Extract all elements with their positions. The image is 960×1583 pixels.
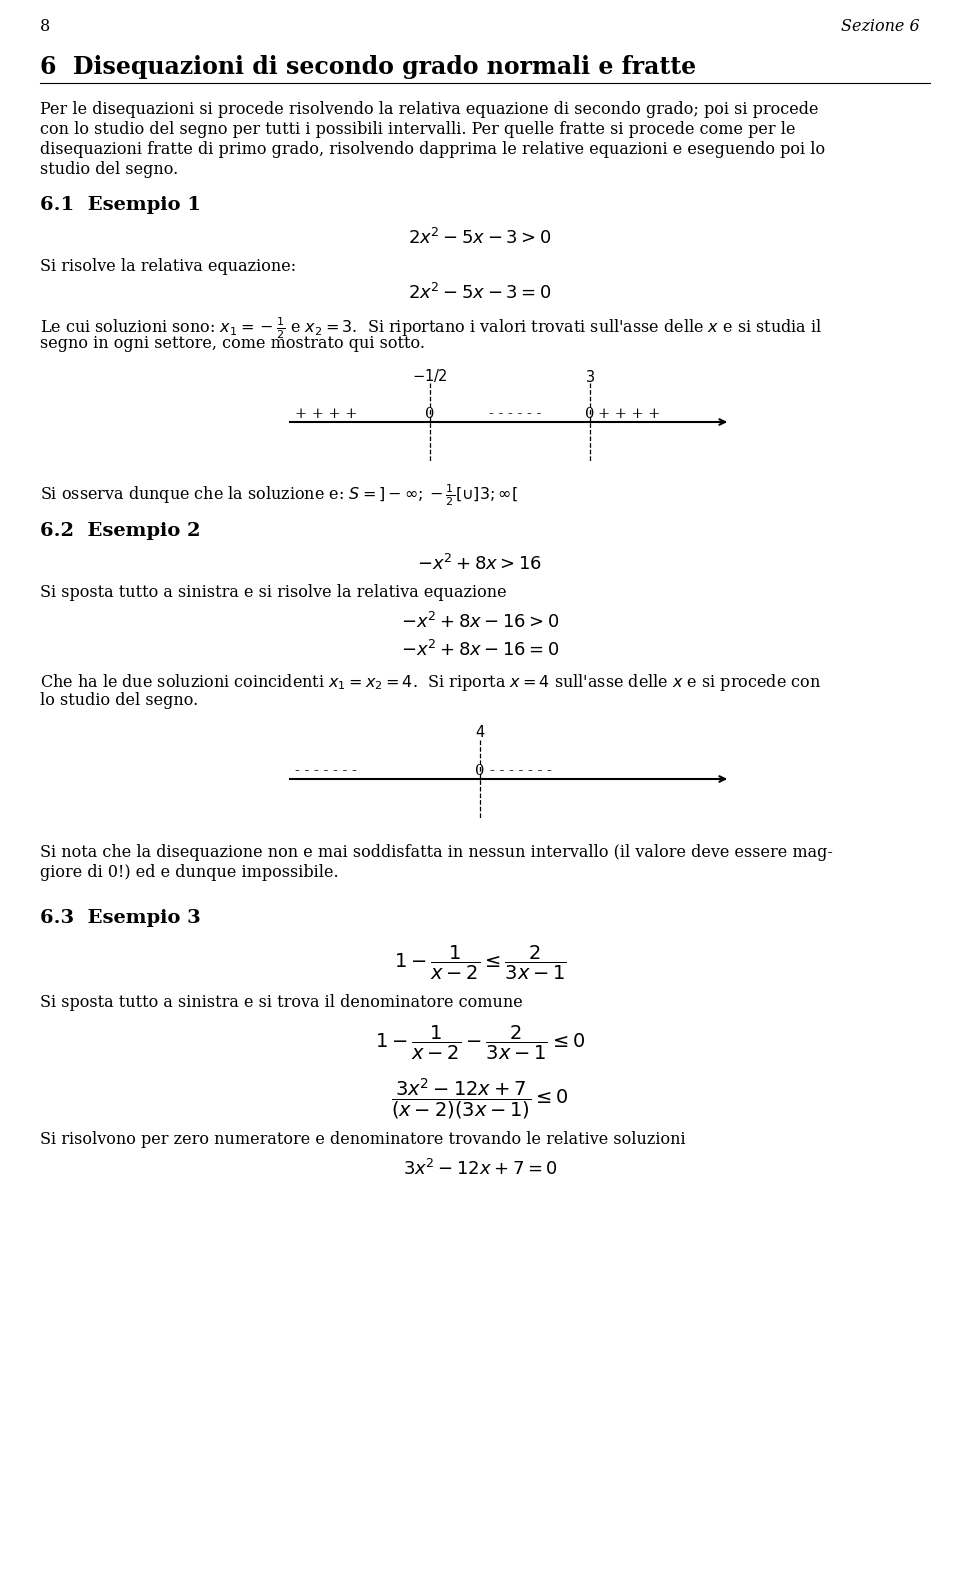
Text: studio del segno.: studio del segno. [40,161,179,177]
Text: 6.3  Esempio 3: 6.3 Esempio 3 [40,909,201,928]
Text: $-1/2$: $-1/2$ [412,367,448,385]
Text: 6  Disequazioni di secondo grado normali e fratte: 6 Disequazioni di secondo grado normali … [40,55,696,79]
Text: $-x^2 + 8x - 16 = 0$: $-x^2 + 8x - 16 = 0$ [400,640,560,660]
Text: $3$: $3$ [585,369,595,385]
Text: + + + +: + + + + [598,407,660,421]
Text: 0: 0 [586,407,594,421]
Text: 0: 0 [475,765,485,777]
Text: disequazioni fratte di primo grado, risolvendo dapprima le relative equazioni e : disequazioni fratte di primo grado, riso… [40,141,826,158]
Text: $-x^2 + 8x - 16 > 0$: $-x^2 + 8x - 16 > 0$ [400,613,560,632]
Text: $4$: $4$ [475,723,485,739]
Text: + + + +: + + + + [295,407,357,421]
Text: Si sposta tutto a sinistra e si trova il denominatore comune: Si sposta tutto a sinistra e si trova il… [40,994,523,1012]
Text: - - - - - - -: - - - - - - - [295,765,357,777]
Text: Si risolve la relativa equazione:: Si risolve la relativa equazione: [40,258,296,275]
Text: Le cui soluzioni sono: $x_1 = -\frac{1}{2}$ e $x_2 = 3$.  Si riportano i valori : Le cui soluzioni sono: $x_1 = -\frac{1}{… [40,315,823,340]
Text: Si sposta tutto a sinistra e si risolve la relativa equazione: Si sposta tutto a sinistra e si risolve … [40,584,507,602]
Text: $2x^2 - 5x - 3 > 0$: $2x^2 - 5x - 3 > 0$ [408,228,552,249]
Text: $1 - \dfrac{1}{x-2} - \dfrac{2}{3x-1} \leq 0$: $1 - \dfrac{1}{x-2} - \dfrac{2}{3x-1} \l… [375,1024,585,1062]
Text: Si osserva dunque che la soluzione e: $S = ]-\infty; -\frac{1}{2}[\cup]3; \infty: Si osserva dunque che la soluzione e: $S… [40,481,518,508]
Text: Si risolvono per zero numeratore e denominatore trovando le relative soluzioni: Si risolvono per zero numeratore e denom… [40,1130,685,1148]
Text: - - - - - -: - - - - - - [489,407,541,421]
Text: con lo studio del segno per tutti i possibili intervalli. Per quelle fratte si p: con lo studio del segno per tutti i poss… [40,120,796,138]
Text: Per le disequazioni si procede risolvendo la relativa equazione di secondo grado: Per le disequazioni si procede risolvend… [40,101,819,119]
Text: $2x^2 - 5x - 3 = 0$: $2x^2 - 5x - 3 = 0$ [408,283,552,302]
Text: $\dfrac{3x^2 - 12x + 7}{(x-2)(3x-1)} \leq 0$: $\dfrac{3x^2 - 12x + 7}{(x-2)(3x-1)} \le… [391,1076,569,1121]
Text: Sezione 6: Sezione 6 [841,17,920,35]
Text: $-x^2 + 8x > 16$: $-x^2 + 8x > 16$ [418,554,542,575]
Text: $3x^2 - 12x + 7 = 0$: $3x^2 - 12x + 7 = 0$ [402,1159,558,1179]
Text: - - - - - - -: - - - - - - - [490,765,552,777]
Text: 6.2  Esempio 2: 6.2 Esempio 2 [40,522,201,540]
Text: 8: 8 [40,17,50,35]
Text: 0: 0 [425,407,435,421]
Text: Si nota che la disequazione non e mai soddisfatta in nessun intervallo (il valor: Si nota che la disequazione non e mai so… [40,844,833,861]
Text: Che ha le due soluzioni coincidenti $x_1 = x_2 = 4$.  Si riporta $x = 4$ sull'as: Che ha le due soluzioni coincidenti $x_1… [40,673,821,693]
Text: lo studio del segno.: lo studio del segno. [40,692,199,709]
Text: segno in ogni settore, come mostrato qui sotto.: segno in ogni settore, come mostrato qui… [40,336,425,351]
Text: giore di 0!) ed e dunque impossibile.: giore di 0!) ed e dunque impossibile. [40,864,339,882]
Text: $1 - \dfrac{1}{x-2} \leq \dfrac{2}{3x-1}$: $1 - \dfrac{1}{x-2} \leq \dfrac{2}{3x-1}… [394,943,566,981]
Text: 6.1  Esempio 1: 6.1 Esempio 1 [40,196,201,214]
